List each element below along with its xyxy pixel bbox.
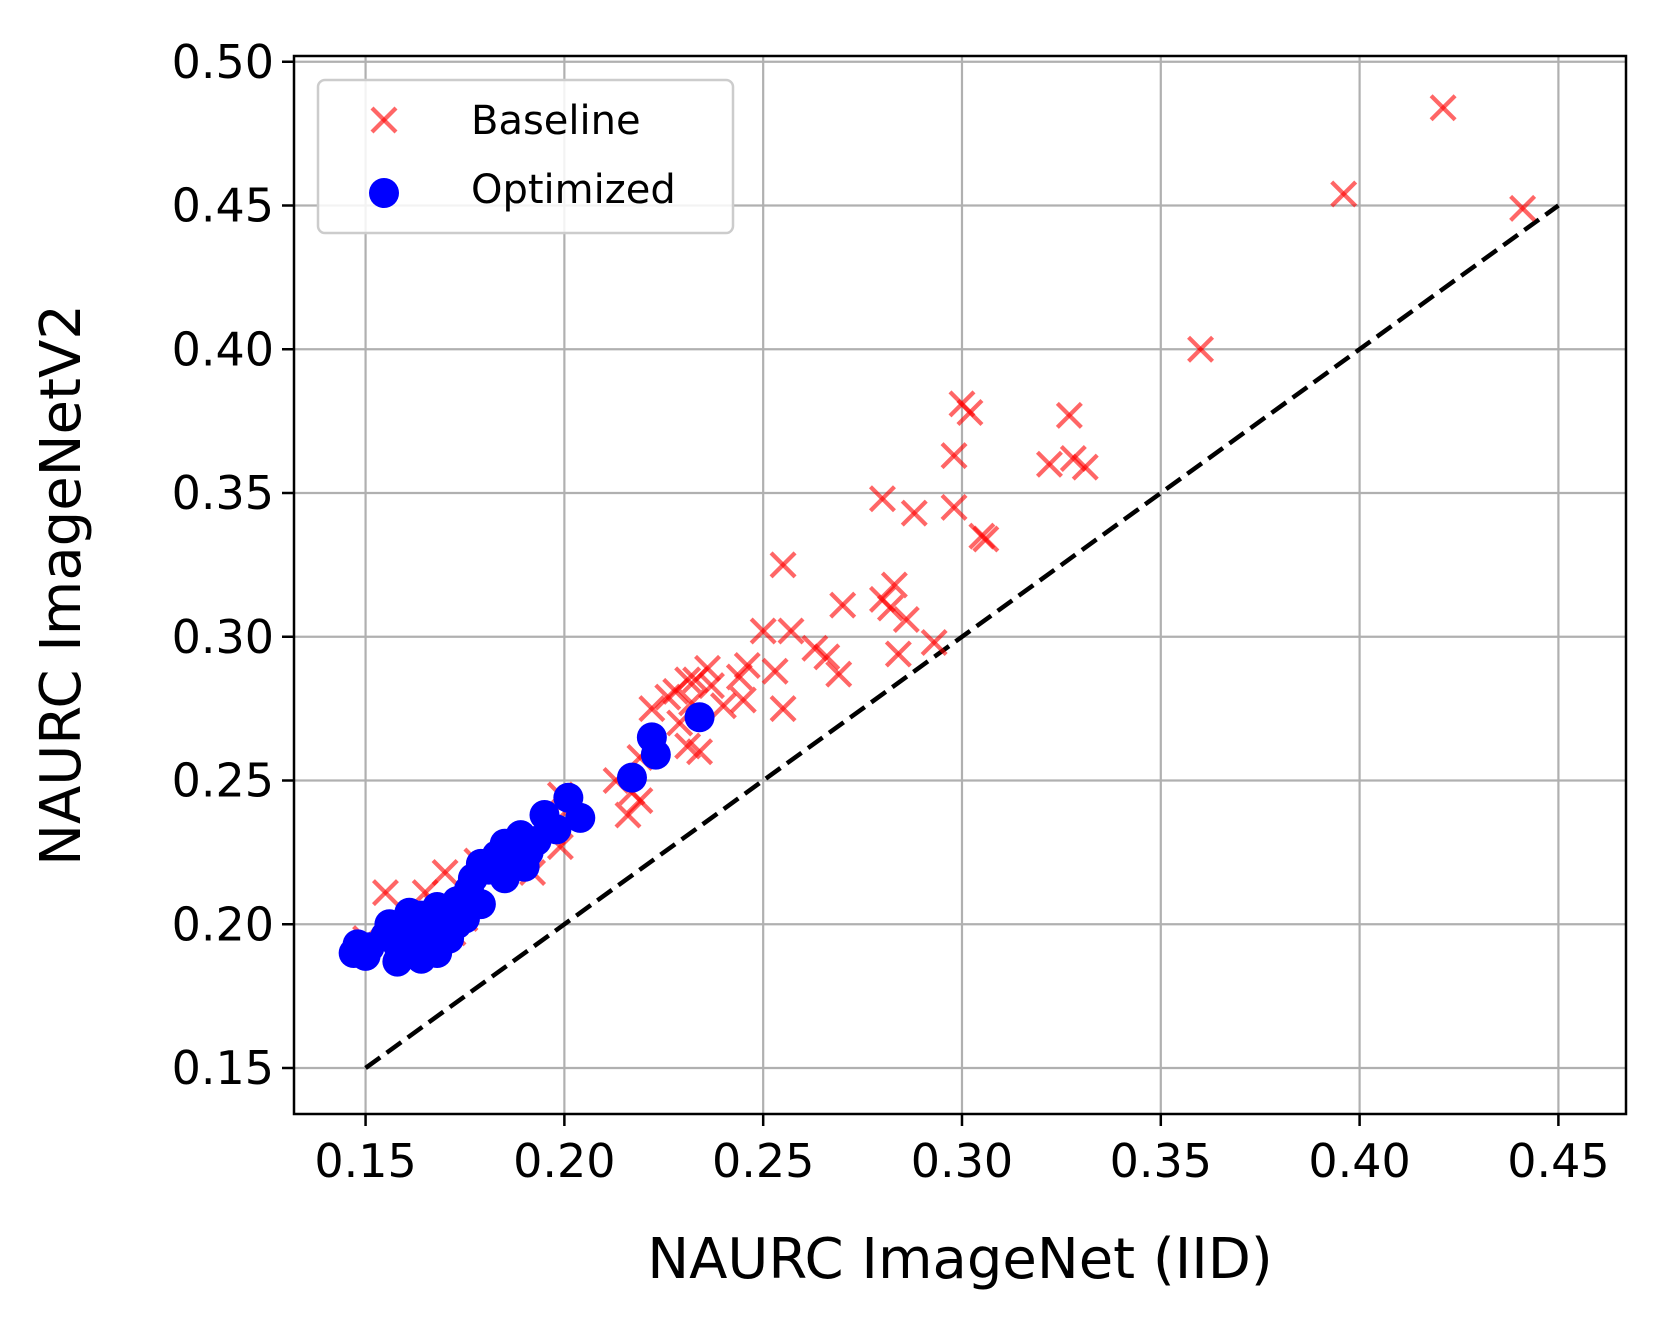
legend: Baseline Optimized [316, 78, 735, 235]
axis-ticks: 0.15 0.20 0.25 0.30 0.35 0.40 0.45 0.15 0.20 0.25… [172, 35, 1610, 1188]
baseline-point [940, 442, 968, 470]
baseline-point [1509, 194, 1537, 222]
baseline-point [956, 399, 984, 426]
baseline-point [654, 683, 682, 711]
y-tick-label: 0.40 [172, 322, 274, 376]
y-tick-label: 0.35 [172, 466, 274, 520]
x-tick-label: 0.35 [1110, 1134, 1212, 1188]
baseline-point [709, 692, 737, 720]
optimized-point [382, 946, 413, 977]
baseline-point [777, 617, 805, 645]
identity-reference-line [364, 203, 1560, 1070]
baseline-point [733, 652, 761, 679]
y-tick-label: 0.15 [172, 1041, 274, 1095]
baseline-point [614, 801, 642, 829]
baseline-point [1187, 335, 1215, 363]
baseline-point [900, 499, 928, 527]
plot-frame [292, 54, 1628, 1116]
y-tick-label: 0.25 [172, 754, 274, 808]
baseline-point [638, 695, 666, 723]
data-points [338, 94, 1537, 977]
baseline-point [892, 606, 920, 633]
baseline-point [1059, 445, 1087, 472]
baseline-point [1330, 180, 1358, 208]
legend-dot-marker [369, 178, 399, 208]
baseline-point [1055, 401, 1083, 429]
baseline-point [749, 617, 777, 645]
legend-marker-baseline [370, 106, 398, 134]
baseline-point [686, 738, 714, 766]
x-tick-label: 0.25 [712, 1134, 814, 1188]
x-tick-label: 0.40 [1308, 1134, 1410, 1188]
baseline-point [825, 660, 853, 688]
optimized-point [616, 762, 647, 793]
optimized-point [414, 932, 445, 963]
optimized-point [640, 739, 671, 770]
baseline-point [729, 686, 757, 714]
optimized-point [565, 802, 596, 833]
baseline-point [371, 879, 399, 907]
baseline-point [884, 640, 912, 668]
baseline-point [431, 859, 459, 886]
x-tick-label: 0.45 [1507, 1134, 1609, 1188]
optimized-point [684, 702, 715, 733]
legend-box [316, 78, 735, 235]
baseline-point [801, 634, 829, 662]
baseline-point [876, 594, 904, 622]
baseline-point [769, 695, 797, 723]
y-tick-label: 0.20 [172, 897, 274, 951]
y-axis-label: NAURC ImageNetV2 [29, 304, 94, 866]
baseline-point [829, 591, 857, 619]
legend-marker-optimized [369, 178, 399, 208]
baseline-point [940, 493, 968, 521]
optimized-point [350, 940, 381, 971]
legend-x-marker [370, 106, 398, 134]
baseline-point [682, 666, 710, 694]
baseline-point [972, 525, 1000, 553]
optimized-point [509, 851, 540, 882]
x-tick-label: 0.30 [911, 1134, 1013, 1188]
y-tick-label: 0.30 [172, 610, 274, 664]
baseline-point [920, 629, 948, 656]
legend-label-baseline: Baseline [471, 98, 641, 144]
legend-label-optimized: Optimized [471, 167, 676, 213]
baseline-point [761, 657, 789, 685]
x-axis-label: NAURC ImageNet (IID) [647, 1227, 1273, 1292]
baseline-point [1035, 450, 1063, 478]
baseline-point [1071, 453, 1099, 481]
y-tick-label: 0.45 [172, 179, 274, 233]
y-tick-label: 0.50 [172, 35, 274, 89]
x-tick-label: 0.20 [513, 1134, 615, 1188]
x-tick-label: 0.15 [314, 1134, 416, 1188]
baseline-point [725, 663, 753, 691]
baseline-point [1429, 94, 1457, 122]
optimized-point [442, 909, 473, 940]
baseline-point [868, 485, 896, 513]
baseline-point [769, 551, 797, 579]
baseline-point [813, 643, 841, 671]
